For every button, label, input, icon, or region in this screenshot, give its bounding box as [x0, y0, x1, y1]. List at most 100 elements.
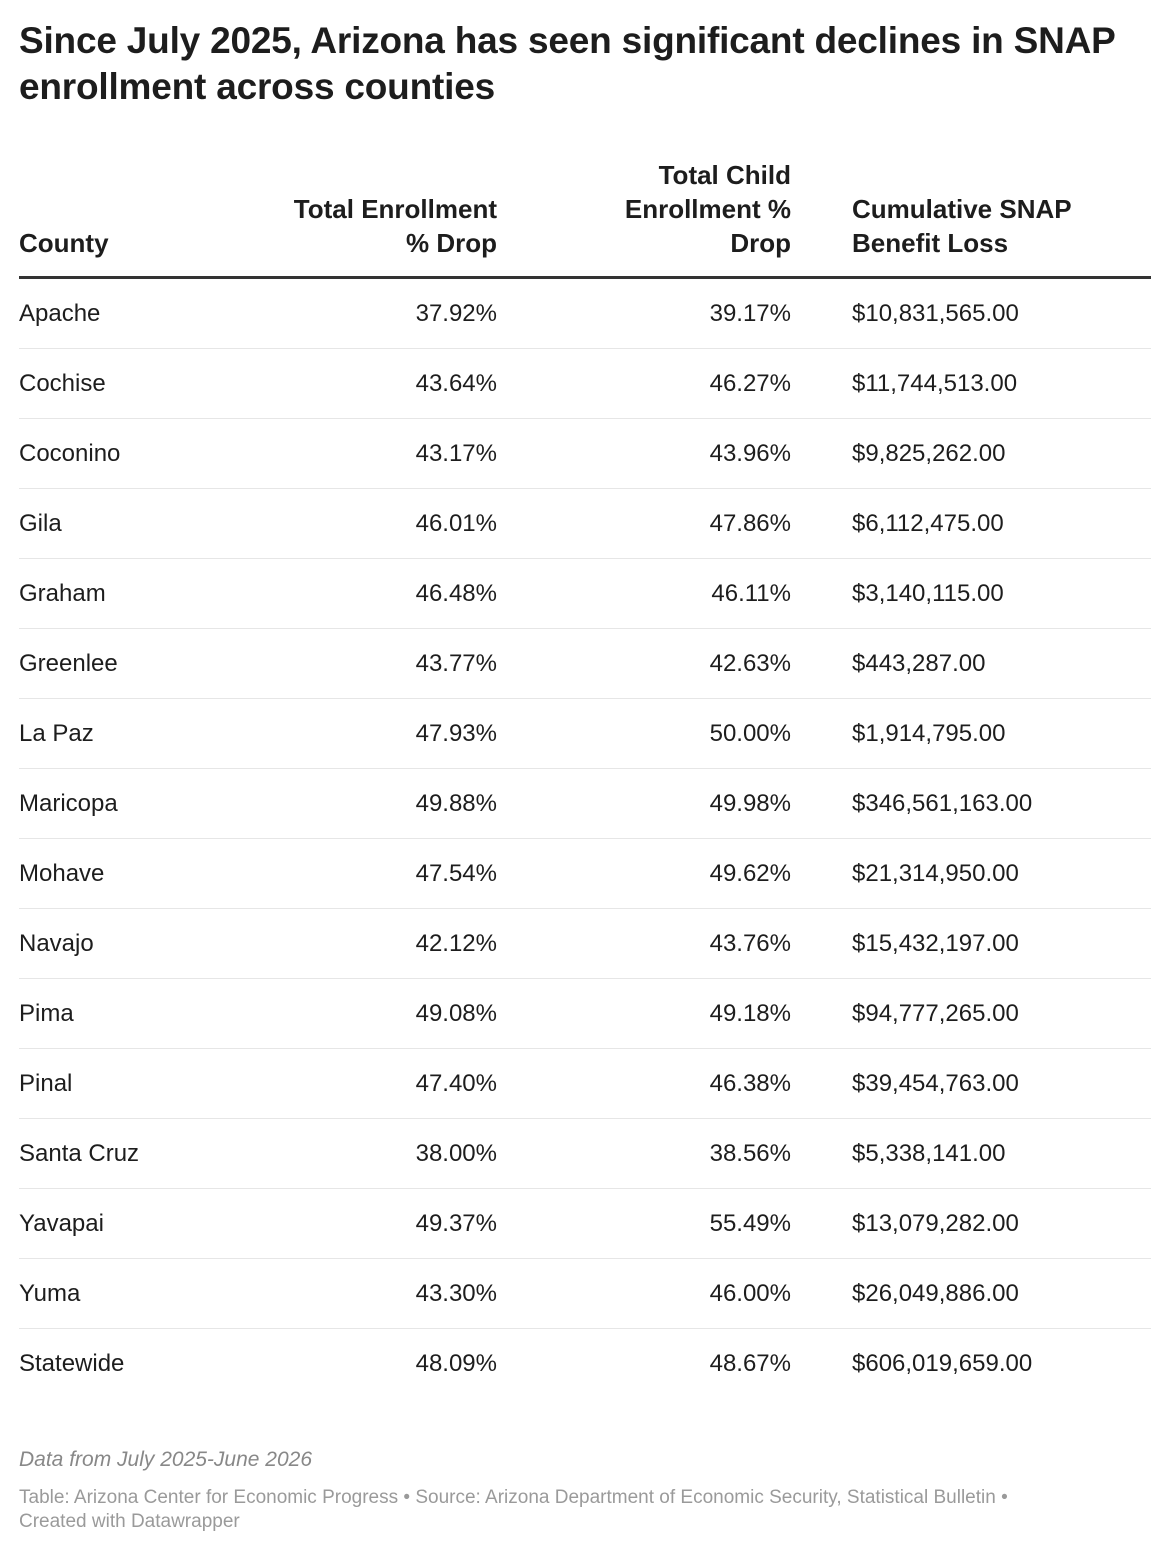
cell-child-enrollment-drop: 46.27%: [497, 348, 791, 419]
cell-enrollment-drop: 37.92%: [231, 277, 497, 349]
cell-benefit-loss: $443,287.00: [791, 628, 1151, 699]
table-row: La Paz 47.93% 50.00% $1,914,795.00: [19, 698, 1151, 769]
table-row: Apache 37.92% 39.17% $10,831,565.00: [19, 277, 1151, 349]
cell-county: Greenlee: [19, 628, 231, 699]
cell-benefit-loss: $21,314,950.00: [791, 838, 1151, 909]
cell-benefit-loss: $5,338,141.00: [791, 1118, 1151, 1189]
cell-county: Yuma: [19, 1258, 231, 1329]
cell-county: Apache: [19, 277, 231, 349]
cell-benefit-loss: $13,079,282.00: [791, 1188, 1151, 1259]
column-header-child-line1: Total Child: [658, 160, 791, 190]
cell-county: Navajo: [19, 908, 231, 979]
cell-county: Yavapai: [19, 1188, 231, 1259]
cell-enrollment-drop: 47.40%: [231, 1048, 497, 1119]
cell-child-enrollment-drop: 43.76%: [497, 908, 791, 979]
footer-source: Source: Arizona Department of Economic S…: [415, 1487, 996, 1508]
table-row: Yuma 43.30% 46.00% $26,049,886.00: [19, 1258, 1151, 1329]
chart-title: Since July 2025, Arizona has seen signif…: [19, 20, 1115, 107]
cell-county: Cochise: [19, 348, 231, 419]
cell-enrollment-drop: 43.64%: [231, 348, 497, 419]
table-row: Greenlee 43.77% 42.63% $443,287.00: [19, 628, 1151, 699]
table-header: County Total Enrollment % Drop Total Chi…: [19, 158, 1151, 279]
column-header-child-enrollment-drop[interactable]: Total Child Enrollment % Drop: [497, 158, 791, 279]
column-header-benefit-loss[interactable]: Cumulative SNAP Benefit Loss: [791, 158, 1151, 279]
cell-child-enrollment-drop: 38.56%: [497, 1118, 791, 1189]
cell-county: Santa Cruz: [19, 1118, 231, 1189]
chart-footer: Table: Arizona Center for Economic Progr…: [19, 1486, 1119, 1534]
data-table: County Total Enrollment % Drop Total Chi…: [19, 158, 1151, 1398]
cell-child-enrollment-drop: 46.38%: [497, 1048, 791, 1119]
cell-benefit-loss: $10,831,565.00: [791, 277, 1151, 349]
cell-enrollment-drop: 49.88%: [231, 768, 497, 839]
cell-benefit-loss: $94,777,265.00: [791, 978, 1151, 1049]
cell-benefit-loss: $39,454,763.00: [791, 1048, 1151, 1119]
cell-child-enrollment-drop: 43.96%: [497, 418, 791, 489]
cell-child-enrollment-drop: 46.11%: [497, 558, 791, 629]
cell-county: Pima: [19, 978, 231, 1049]
column-header-child-line2: Enrollment %: [624, 194, 791, 224]
cell-enrollment-drop: 42.12%: [231, 908, 497, 979]
table-row: Cochise 43.64% 46.27% $11,744,513.00: [19, 348, 1151, 419]
column-header-benefit-line2: Benefit Loss: [852, 228, 1009, 258]
cell-benefit-loss: $6,112,475.00: [791, 488, 1151, 559]
cell-benefit-loss: $11,744,513.00: [791, 348, 1151, 419]
footer-table-credit: Table: Arizona Center for Economic Progr…: [19, 1487, 399, 1508]
cell-child-enrollment-drop: 46.00%: [497, 1258, 791, 1329]
table-row: Maricopa 49.88% 49.98% $346,561,163.00: [19, 768, 1151, 839]
cell-enrollment-drop: 47.93%: [231, 698, 497, 769]
cell-benefit-loss: $26,049,886.00: [791, 1258, 1151, 1329]
cell-county: Statewide: [19, 1350, 125, 1377]
cell-benefit-loss: $3,140,115.00: [791, 558, 1151, 629]
cell-benefit-loss: $15,432,197.00: [791, 908, 1151, 979]
cell-child-enrollment-drop: 49.62%: [497, 838, 791, 909]
cell-child-enrollment-drop: 50.00%: [497, 698, 791, 769]
cell-enrollment-drop: 43.17%: [231, 418, 497, 489]
cell-county: La Paz: [19, 698, 231, 769]
column-header-county[interactable]: County: [19, 158, 231, 279]
table-row: Yavapai 49.37% 55.49% $13,079,282.00: [19, 1188, 1151, 1259]
cell-enrollment-drop: 43.30%: [231, 1258, 497, 1329]
footer-separator: •: [398, 1487, 416, 1508]
table-row: Mohave 47.54% 49.62% $21,314,950.00: [19, 838, 1151, 909]
cell-enrollment-drop: 46.01%: [231, 488, 497, 559]
table-row: Pima 49.08% 49.18% $94,777,265.00: [19, 978, 1151, 1049]
column-header-enrollment-line2: % Drop: [406, 228, 497, 258]
cell-benefit-loss: $1,914,795.00: [791, 698, 1151, 769]
cell-child-enrollment-drop: 39.17%: [497, 277, 791, 349]
cell-child-enrollment-drop: 49.98%: [497, 768, 791, 839]
cell-county: Gila: [19, 488, 231, 559]
cell-enrollment-drop: 43.77%: [231, 628, 497, 699]
cell-enrollment-drop: 38.00%: [231, 1118, 497, 1189]
cell-enrollment-drop: 47.54%: [231, 838, 497, 909]
cell-enrollment-drop: 49.37%: [231, 1188, 497, 1259]
cell-county: Mohave: [19, 838, 231, 909]
column-header-benefit-line1: Cumulative SNAP: [852, 194, 1072, 224]
cell-county: Coconino: [19, 418, 231, 489]
cell-enrollment-drop: 46.48%: [231, 558, 497, 629]
column-header-enrollment-drop[interactable]: Total Enrollment % Drop: [231, 158, 497, 279]
chart-notes: Data from July 2025-June 2026: [19, 1448, 313, 1471]
cell-enrollment-drop: 49.08%: [231, 978, 497, 1049]
cell-county: Maricopa: [19, 768, 231, 839]
footer-created-with: Created with Datawrapper: [19, 1511, 240, 1532]
cell-child-enrollment-drop: 48.67%: [709, 1350, 791, 1377]
cell-county: Graham: [19, 558, 231, 629]
cell-benefit-loss: $9,825,262.00: [791, 418, 1151, 489]
cell-benefit-loss: $606,019,659.00: [852, 1350, 1033, 1377]
column-header-county-label: County: [19, 228, 109, 258]
table-row: Navajo 42.12% 43.76% $15,432,197.00: [19, 908, 1151, 979]
column-header-child-line3: Drop: [730, 228, 791, 258]
cell-child-enrollment-drop: 49.18%: [497, 978, 791, 1049]
cell-enrollment-drop: 48.09%: [415, 1350, 497, 1377]
table-row: Pinal 47.40% 46.38% $39,454,763.00: [19, 1048, 1151, 1119]
cell-county: Pinal: [19, 1048, 231, 1119]
table-row: Statewide 48.09% 48.67% $606,019,659.00: [19, 1329, 1151, 1399]
cell-child-enrollment-drop: 42.63%: [497, 628, 791, 699]
cell-child-enrollment-drop: 55.49%: [497, 1188, 791, 1259]
column-header-enrollment-line1: Total Enrollment: [293, 194, 497, 224]
table-row: Gila 46.01% 47.86% $6,112,475.00: [19, 488, 1151, 559]
footer-separator: •: [995, 1487, 1008, 1508]
table-body: Apache 37.92% 39.17% $10,831,565.00 Cochise 4…: [19, 277, 1151, 1399]
table-row: Graham 46.48% 46.11% $3,140,115.00: [19, 558, 1151, 629]
